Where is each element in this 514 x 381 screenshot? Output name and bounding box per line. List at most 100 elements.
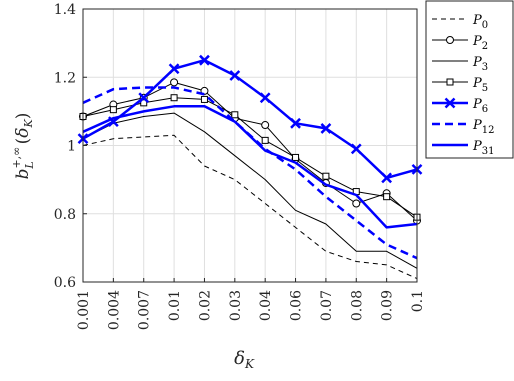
legend-item-p6: P6 [432, 97, 488, 115]
series-p6-marker [229, 70, 241, 81]
series-p6-line [82, 58, 418, 180]
legend-item-p3-label-subscript: 3 [482, 62, 488, 73]
y-axis-label-close: ) [13, 113, 33, 120]
x-axis-label-main: δ [234, 348, 245, 369]
y-axis: 0.6 0.8 1 1.2 1.4 [54, 2, 87, 291]
y-tick-label: 0.6 [54, 275, 76, 291]
legend-item-p12-label-subscript: 12 [482, 125, 495, 136]
legend-item-p5-label: P5 [472, 76, 488, 94]
x-tick-label: 0.004 [106, 290, 122, 330]
series-p3-line [82, 112, 418, 269]
x-axis-label: δK [234, 348, 255, 371]
series-p6-marker-stroke [381, 172, 393, 184]
series-p5-marker [292, 153, 300, 161]
y-axis-label-sup: +,∞ [10, 147, 23, 169]
series-p3 [82, 112, 418, 269]
legend-item-p12-label: P12 [472, 118, 494, 136]
series-p6-marker-stroke [320, 123, 332, 134]
x-tick-label: 0.001 [76, 290, 92, 330]
legend-item-p12: P12 [432, 118, 494, 136]
y-axis-label-paren: ( [13, 138, 33, 145]
legend-item-p6-marker-stroke [444, 97, 456, 109]
y-axis-label-b: b [13, 169, 33, 180]
legend-item-p5: P5 [432, 76, 488, 94]
legend-item-p0-label: P0 [472, 13, 488, 31]
series-p31 [82, 105, 418, 229]
legend-item-p2: P2 [432, 34, 488, 52]
legend-item-p31-label-letter: P [472, 139, 482, 154]
legend-item-p6-label-subscript: 6 [482, 104, 488, 115]
series-p0-line [82, 134, 418, 280]
series-p2-marker [261, 121, 270, 130]
series-p2-marker [352, 199, 361, 208]
x-tick-label: 0.07 [319, 290, 335, 321]
series-p6-marker [381, 172, 393, 184]
legend-item-p3-label-letter: P [472, 55, 482, 70]
series-p31-line [82, 105, 418, 229]
y-axis-label-delta: δ [13, 127, 33, 137]
grid [82, 8, 418, 283]
x-tick-label: 0.01 [167, 290, 183, 321]
legend-item-p3-label: P3 [472, 55, 488, 73]
series-p6-marker-stroke [350, 143, 362, 155]
series-p6-marker [168, 63, 180, 75]
series-p6-marker [320, 123, 332, 134]
x-tick-label: 0.09 [380, 290, 396, 321]
x-axis-label-sub: K [244, 357, 255, 371]
legend-item-p31-label: P31 [472, 139, 494, 157]
series-p5-marker [200, 95, 208, 103]
series-p5-marker [231, 111, 239, 119]
legend-item-p12-label-letter: P [472, 118, 482, 133]
series-p5-marker [322, 172, 330, 180]
legend-item-p0-label-letter: P [472, 13, 482, 28]
y-axis-label-sub: L [23, 161, 36, 169]
series-p6-marker [350, 143, 362, 155]
y-tick-label: 0.8 [54, 207, 76, 223]
legend-item-p5-marker [446, 78, 454, 86]
y-tick-label: 1.2 [54, 70, 76, 86]
series-p6-marker-stroke [259, 92, 271, 104]
legend-item-p2-label-subscript: 2 [482, 41, 488, 52]
series-p2-marker [170, 78, 179, 87]
series-p5-marker [170, 94, 178, 102]
legend-box [425, 0, 514, 159]
legend-item-p0: P0 [432, 13, 488, 31]
series-p6-marker-stroke [229, 70, 241, 81]
x-tick-label: 0.08 [349, 290, 365, 321]
x-tick-label: 0.02 [197, 290, 213, 321]
legend-item-p6-label: P6 [472, 97, 488, 115]
legend-item-p3: P3 [432, 55, 488, 73]
y-axis-label-k: K [22, 118, 35, 128]
series-p6 [77, 54, 423, 184]
y-axis-label: b+,∞L (δK) [10, 113, 36, 180]
legend-item-p31-label-subscript: 31 [482, 146, 495, 157]
series-p6-marker [138, 92, 150, 104]
series-p6-marker-stroke [168, 63, 180, 75]
series-p5-marker [261, 136, 269, 144]
series-p6-marker-stroke [199, 54, 210, 66]
series-p6-marker [290, 117, 301, 129]
legend-item-p6-label-letter: P [472, 97, 482, 112]
x-tick-label: 0.007 [137, 290, 153, 330]
legend-item-p2-label-letter: P [472, 34, 482, 49]
legend-item-p31: P31 [432, 139, 494, 157]
series-p2 [79, 78, 421, 225]
x-tick-label: 0.1 [410, 290, 426, 312]
series-p6-marker-stroke [290, 117, 301, 129]
series-p6-marker-stroke [138, 92, 150, 104]
series-layer [77, 54, 423, 280]
legend-item-p5-label-subscript: 5 [482, 83, 488, 94]
x-tick-label: 0.03 [228, 290, 244, 321]
series-p5-marker [383, 193, 391, 201]
series-p2-line [82, 81, 418, 221]
series-p5-line [82, 97, 418, 218]
y-tick-label: 1 [67, 139, 76, 155]
series-p6-marker [259, 92, 271, 104]
series-p0 [82, 134, 418, 280]
series-p5-marker [109, 106, 117, 114]
legend-item-p2-label: P2 [472, 34, 488, 52]
x-tick-label: 0.04 [258, 290, 274, 321]
legend-item-p6-marker [444, 97, 456, 109]
